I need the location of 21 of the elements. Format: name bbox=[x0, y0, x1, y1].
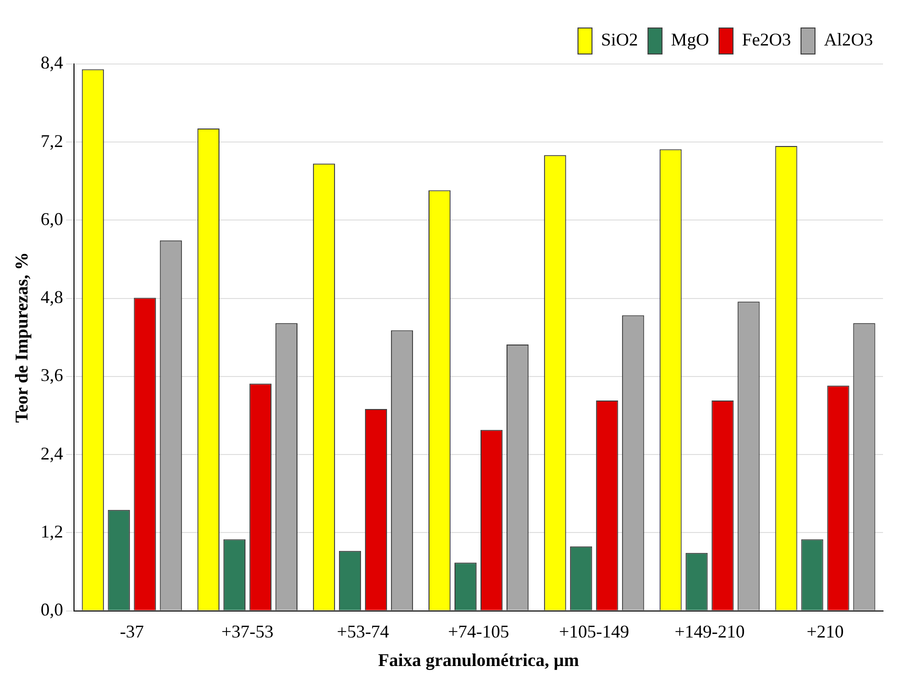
x-tick-label: +105-149 bbox=[559, 621, 630, 642]
x-tick-label: +74-105 bbox=[448, 621, 510, 642]
legend-label: Al2O3 bbox=[824, 30, 873, 50]
legend-label: Fe2O3 bbox=[742, 30, 791, 50]
x-tick-label: -37 bbox=[120, 621, 144, 642]
y-axis-title: Teor de Impurezas, % bbox=[11, 252, 32, 423]
y-tick-label: 3,6 bbox=[40, 365, 64, 386]
x-tick-label: +53-74 bbox=[336, 621, 390, 642]
y-tick-label: 2,4 bbox=[40, 443, 64, 464]
x-tick-label: +37-53 bbox=[221, 621, 274, 642]
x-tick-label: +210 bbox=[806, 621, 844, 642]
y-tick-label: 7,2 bbox=[40, 130, 64, 151]
x-axis-title: Faixa granulométrica, µm bbox=[378, 650, 579, 670]
x-tick-label: +149-210 bbox=[674, 621, 745, 642]
y-tick-label: 8,4 bbox=[40, 52, 64, 73]
legend-label: MgO bbox=[671, 30, 710, 50]
legend-label: SiO2 bbox=[600, 30, 638, 50]
y-tick-label: 4,8 bbox=[40, 287, 64, 308]
y-tick-label: 1,2 bbox=[40, 521, 64, 542]
y-tick-label: 0,0 bbox=[40, 600, 64, 620]
y-tick-label: 6,0 bbox=[40, 208, 64, 229]
